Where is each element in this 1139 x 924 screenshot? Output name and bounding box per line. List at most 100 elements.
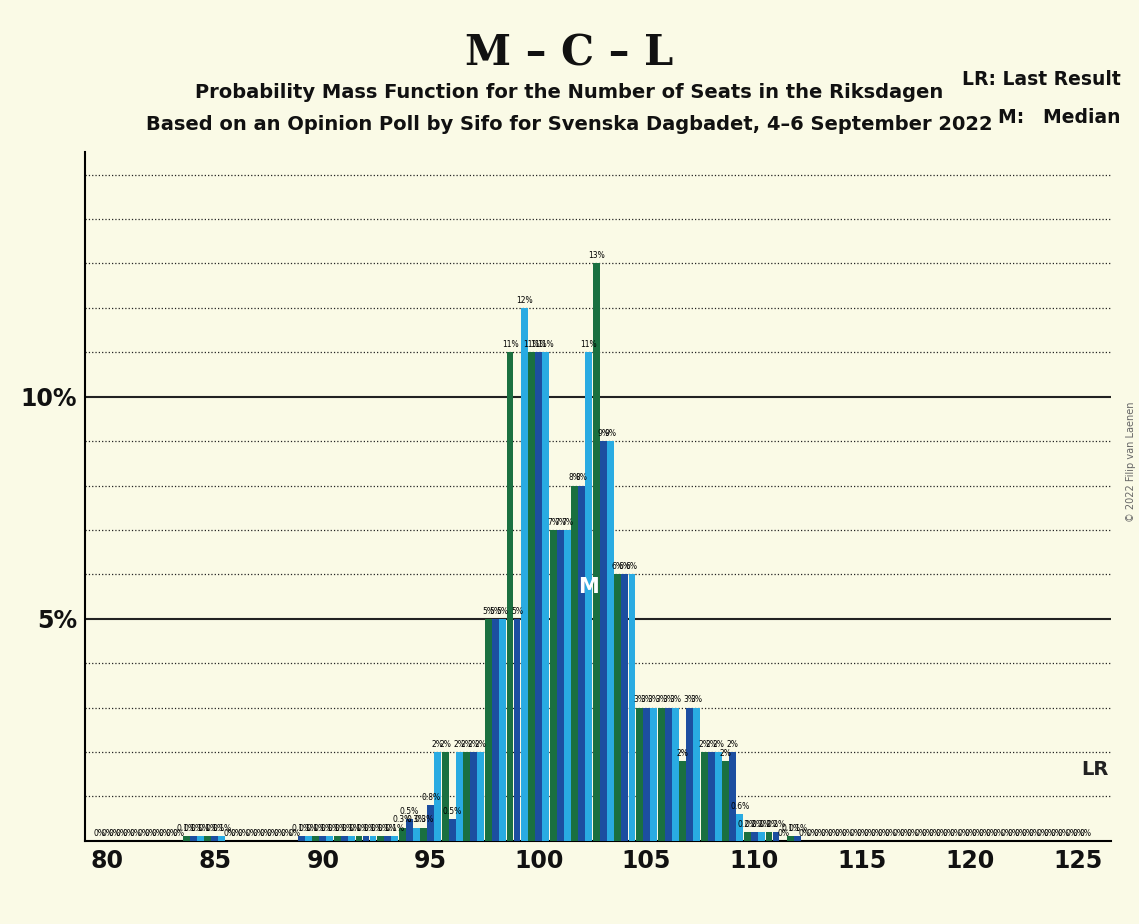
- Text: 5%: 5%: [511, 607, 523, 615]
- Text: 7%: 7%: [562, 517, 573, 527]
- Bar: [622, 575, 629, 841]
- Bar: [183, 836, 190, 841]
- Text: 0%: 0%: [245, 829, 257, 838]
- Text: 0.3%: 0.3%: [393, 815, 412, 824]
- Text: 13%: 13%: [588, 251, 605, 261]
- Bar: [744, 832, 751, 841]
- Text: 7%: 7%: [555, 517, 566, 527]
- Text: 5%: 5%: [497, 607, 508, 615]
- Text: 0%: 0%: [1036, 829, 1048, 838]
- Bar: [212, 836, 219, 841]
- Text: 0%: 0%: [123, 829, 134, 838]
- Bar: [629, 575, 636, 841]
- Bar: [427, 806, 434, 841]
- Bar: [550, 530, 557, 841]
- Bar: [334, 836, 341, 841]
- Text: 0.1%: 0.1%: [306, 824, 326, 833]
- Bar: [477, 752, 484, 841]
- Text: 0.1%: 0.1%: [212, 824, 231, 833]
- Text: 0%: 0%: [1015, 829, 1026, 838]
- Text: 0%: 0%: [145, 829, 156, 838]
- Text: M – C – L: M – C – L: [466, 32, 673, 74]
- Bar: [319, 836, 326, 841]
- Bar: [665, 708, 672, 841]
- Bar: [456, 752, 462, 841]
- Text: 0.5%: 0.5%: [443, 807, 462, 816]
- Text: 11%: 11%: [538, 340, 554, 349]
- Text: 3%: 3%: [640, 696, 653, 704]
- Bar: [765, 832, 772, 841]
- Text: 0%: 0%: [1000, 829, 1013, 838]
- Text: 0%: 0%: [1072, 829, 1084, 838]
- Text: 0.1%: 0.1%: [328, 824, 347, 833]
- Text: 0%: 0%: [137, 829, 149, 838]
- Text: 9%: 9%: [597, 429, 609, 438]
- Bar: [542, 352, 549, 841]
- Text: 0%: 0%: [943, 829, 954, 838]
- Text: 0%: 0%: [173, 829, 185, 838]
- Text: 2%: 2%: [712, 740, 724, 749]
- Text: 0.1%: 0.1%: [350, 824, 369, 833]
- Text: 0%: 0%: [850, 829, 861, 838]
- Bar: [384, 836, 391, 841]
- Bar: [190, 836, 197, 841]
- Bar: [707, 752, 715, 841]
- Bar: [499, 619, 506, 841]
- Bar: [521, 308, 527, 841]
- Text: 0%: 0%: [1050, 829, 1063, 838]
- Bar: [657, 708, 664, 841]
- Text: 0%: 0%: [280, 829, 293, 838]
- Bar: [399, 828, 405, 841]
- Text: Probability Mass Function for the Number of Seats in the Riksdagen: Probability Mass Function for the Number…: [196, 83, 943, 103]
- Text: 0%: 0%: [928, 829, 940, 838]
- Text: 0.1%: 0.1%: [781, 824, 801, 833]
- Text: 0%: 0%: [288, 829, 301, 838]
- Bar: [528, 352, 535, 841]
- Text: 8%: 8%: [576, 473, 588, 482]
- Bar: [312, 836, 319, 841]
- Text: 6%: 6%: [612, 563, 624, 571]
- Text: 0.1%: 0.1%: [198, 824, 218, 833]
- Text: 3%: 3%: [633, 696, 646, 704]
- Bar: [593, 263, 600, 841]
- Text: 0.6%: 0.6%: [730, 802, 749, 811]
- Text: 0%: 0%: [893, 829, 904, 838]
- Text: 7%: 7%: [547, 517, 559, 527]
- Bar: [686, 708, 694, 841]
- Bar: [369, 836, 377, 841]
- Bar: [405, 819, 412, 841]
- Bar: [412, 828, 419, 841]
- Text: 0%: 0%: [259, 829, 271, 838]
- Text: 0%: 0%: [986, 829, 998, 838]
- Text: 0%: 0%: [907, 829, 918, 838]
- Text: 0%: 0%: [223, 829, 236, 838]
- Text: 0%: 0%: [863, 829, 876, 838]
- Text: Based on an Opinion Poll by Sifo for Svenska Dagbadet, 4–6 September 2022: Based on an Opinion Poll by Sifo for Sve…: [146, 115, 993, 134]
- Bar: [464, 752, 470, 841]
- Text: 0%: 0%: [238, 829, 249, 838]
- Text: 0%: 0%: [965, 829, 976, 838]
- Text: 3%: 3%: [655, 696, 667, 704]
- Text: 0%: 0%: [130, 829, 141, 838]
- Text: 2%: 2%: [698, 740, 711, 749]
- Text: 0%: 0%: [1058, 829, 1070, 838]
- Text: 0%: 0%: [813, 829, 825, 838]
- Text: 0.1%: 0.1%: [363, 824, 383, 833]
- Text: 2%: 2%: [475, 740, 486, 749]
- Bar: [507, 352, 514, 841]
- Text: 0.1%: 0.1%: [357, 824, 376, 833]
- Bar: [391, 836, 398, 841]
- Bar: [572, 485, 579, 841]
- Text: 11%: 11%: [501, 340, 518, 349]
- Bar: [585, 352, 592, 841]
- Text: 0.1%: 0.1%: [190, 824, 210, 833]
- Bar: [679, 760, 686, 841]
- Text: 0%: 0%: [166, 829, 178, 838]
- Text: 0%: 0%: [972, 829, 983, 838]
- Text: 8%: 8%: [568, 473, 581, 482]
- Bar: [449, 819, 456, 841]
- Bar: [772, 832, 779, 841]
- Text: 0%: 0%: [835, 829, 846, 838]
- Text: 0%: 0%: [950, 829, 961, 838]
- Text: 0.1%: 0.1%: [378, 824, 398, 833]
